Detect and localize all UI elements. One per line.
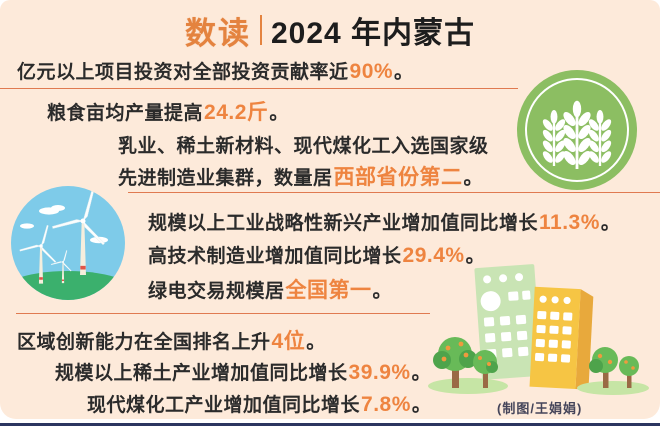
- fact-text: 乳业、稀土新材料、现代煤化工入选国家级: [118, 136, 489, 157]
- fact-line: 乳业、稀土新材料、现代煤化工入选国家级: [118, 131, 491, 158]
- fact-highlight: 39.9%: [348, 361, 411, 384]
- fact-text: 。: [372, 281, 393, 302]
- fact-text: 区域创新能力在全国排名上升: [17, 332, 271, 353]
- separator-line: [16, 313, 430, 314]
- separator-line: [0, 88, 518, 89]
- fact-text: 。: [411, 363, 432, 384]
- bottom-rule: [0, 423, 660, 426]
- fact-highlight: 24.2斤: [204, 101, 269, 124]
- credit-caption: (制图/王娟娟): [497, 401, 583, 416]
- fact-highlight: 全国第一: [285, 279, 372, 302]
- fact-text: 。: [600, 213, 621, 234]
- fact-text: 。: [411, 395, 432, 416]
- fact-line: 高技术制造业增加值同比增长29.4%。: [148, 241, 485, 268]
- fact-text: 规模以上稀土产业增加值同比增长: [55, 363, 348, 384]
- city-buildings-icon: [428, 264, 649, 395]
- fact-text: 。: [269, 103, 289, 124]
- fact-text: 。: [394, 62, 414, 83]
- fact-text: 高技术制造业增加值同比增长: [148, 246, 402, 267]
- fact-text: 现代煤化工产业增加值同比增长: [87, 395, 361, 416]
- fact-line: 区域创新能力在全国排名上升4位。: [17, 325, 326, 355]
- fact-line: 先进制造业集群，数量居西部省份第二。: [118, 161, 483, 191]
- fact-highlight: 90%: [349, 60, 394, 83]
- fact-text: 。: [306, 332, 326, 353]
- fact-highlight: 西部省份第二: [333, 166, 463, 189]
- wind-badge: [11, 186, 125, 300]
- fact-line: 绿电交易规模居全国第一。: [148, 274, 392, 304]
- wind-turbines-icon: [11, 186, 125, 300]
- page-title: 数读 2024 年内蒙古: [0, 11, 660, 52]
- title-badge: 数读: [184, 15, 251, 52]
- wheat-badge: [517, 70, 637, 190]
- fact-text: 亿元以上项目投资对全部投资贡献率近: [17, 62, 349, 83]
- fact-highlight: 11.3%: [539, 211, 600, 234]
- fact-line: 亿元以上项目投资对全部投资贡献率近90%。: [17, 57, 414, 84]
- title-divider: [259, 15, 262, 45]
- fact-text: 。: [463, 168, 484, 189]
- fact-text: 。: [465, 246, 486, 267]
- wheat-icon: [517, 70, 637, 190]
- city-illustration: [428, 260, 658, 400]
- fact-highlight: 4位: [271, 330, 306, 353]
- fact-text: 绿电交易规模居: [148, 281, 285, 302]
- fact-line: 粮食亩均产量提高24.2斤。: [47, 96, 289, 126]
- fact-text: 粮食亩均产量提高: [47, 103, 204, 124]
- title-main-text: 2024 年内蒙古: [270, 17, 476, 50]
- fact-line: 规模以上稀土产业增加值同比增长39.9%。: [55, 358, 431, 385]
- fact-highlight: 7.8%: [361, 393, 411, 416]
- fact-text: 规模以上工业战略性新兴产业增加值同比增长: [148, 213, 539, 234]
- fact-line: 现代煤化工产业增加值同比增长7.8%。: [87, 390, 431, 417]
- fact-line: 规模以上工业战略性新兴产业增加值同比增长11.3%。: [148, 208, 620, 235]
- fact-highlight: 29.4%: [402, 244, 465, 267]
- separator-line: [128, 192, 660, 193]
- fact-text: 先进制造业集群，数量居: [118, 168, 333, 189]
